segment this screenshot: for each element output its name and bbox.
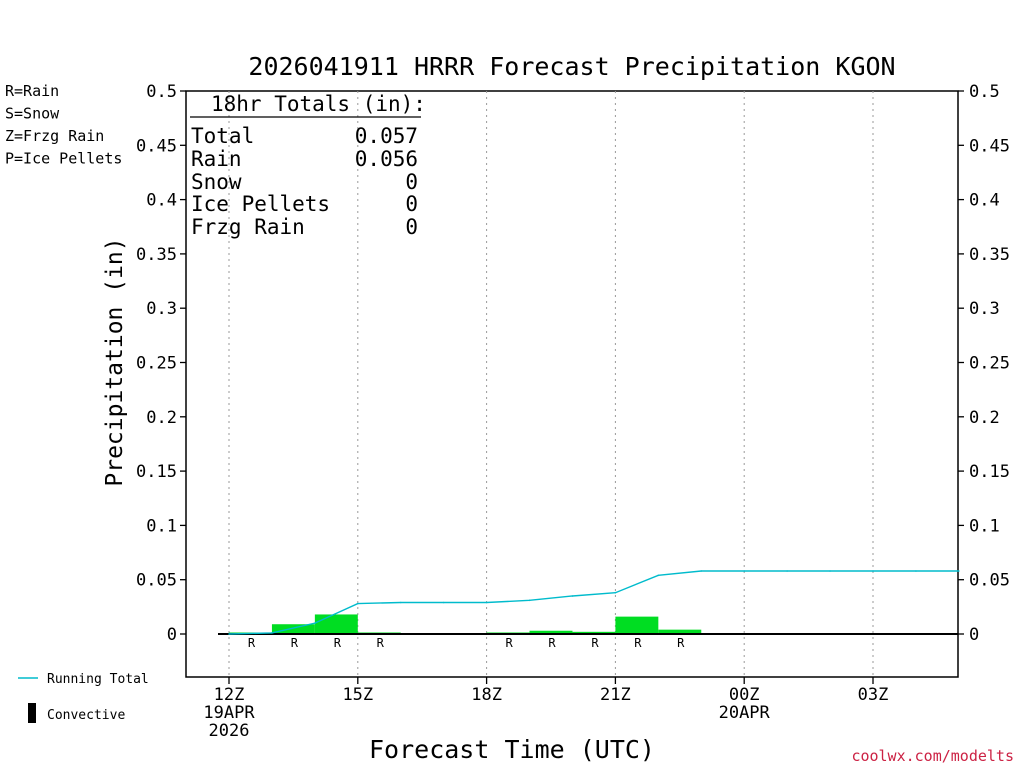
ptype-label: R <box>634 636 642 650</box>
running-total-point <box>357 602 359 605</box>
running-total-point <box>314 622 316 624</box>
totals-value-rain: 0.056 <box>355 147 418 171</box>
ptype-label: R <box>377 636 385 650</box>
chart-title: 2026041911 HRRR Forecast Precipitation K… <box>248 52 895 81</box>
totals-label-total: Total <box>191 124 254 148</box>
running-total-point <box>271 632 273 634</box>
totals-value-total: 0.057 <box>355 124 418 148</box>
y-tick-label-right: 0.35 <box>969 245 1010 265</box>
x-tick-label: 12Z <box>214 685 245 705</box>
y-tick-label-right: 0 <box>969 625 979 645</box>
y-tick-label-right: 0.25 <box>969 354 1010 374</box>
y-tick-label-right: 0.3 <box>969 299 1000 319</box>
y-tick-label-right: 0.2 <box>969 408 1000 428</box>
x-tick-label: 15Z <box>342 685 373 705</box>
precip-bar <box>572 631 616 634</box>
totals-header: 18hr Totals (in): <box>211 92 426 116</box>
x-gridlines <box>228 91 874 677</box>
y-tick-label-right: 0.05 <box>969 571 1010 591</box>
running-total-point <box>528 599 531 602</box>
x-tick-label: 03Z <box>858 685 889 705</box>
running-total-line <box>228 570 959 635</box>
y-tick-label-right: 0.4 <box>969 191 1000 211</box>
convective-legend-swatch <box>28 703 36 723</box>
y-tick-label-left: 0.05 <box>136 571 177 591</box>
ptype-label: R <box>548 636 556 650</box>
ptype-legend-item: R=Rain <box>5 82 59 100</box>
running-total-point <box>657 574 660 577</box>
totals-value-frzg-rain: 0 <box>405 215 418 239</box>
running-total-point <box>485 601 488 604</box>
running-total-point <box>786 570 788 572</box>
ptype-label: R <box>591 636 599 650</box>
hourly-precip-bars <box>229 614 702 634</box>
running-total-point <box>743 570 745 572</box>
y-tick-label-left: 0.15 <box>136 462 177 482</box>
running-total-point <box>571 595 574 597</box>
y-tick-label-left: 0.1 <box>146 516 177 536</box>
y-tick-label-left: 0.35 <box>136 245 177 265</box>
running-total-point <box>872 570 874 572</box>
running-total-point <box>915 570 917 572</box>
y-tick-label-right: 0.15 <box>969 462 1010 482</box>
y-tick-label-left: 0.45 <box>136 136 177 156</box>
totals-label-frzg-rain: Frzg Rain <box>191 215 305 239</box>
x-tick-label: 20APR <box>719 703 771 723</box>
y-tick-label-right: 0.45 <box>969 136 1010 156</box>
y-tick-label-right: 0.5 <box>969 82 1000 102</box>
running-total-point <box>829 570 831 572</box>
totals-label-ice-pellets: Ice Pellets <box>191 192 330 216</box>
ptype-label: R <box>505 636 513 650</box>
y-axis-title: Precipitation (in) <box>102 237 128 486</box>
totals-box: 18hr Totals (in): Total 0.057 Rain 0.056… <box>190 92 426 239</box>
plot-frame <box>185 90 959 678</box>
precip-bar <box>314 614 358 634</box>
running-total-point <box>399 601 402 604</box>
running-total-point <box>442 601 445 604</box>
convective-legend-label: Convective <box>47 708 125 723</box>
ptype-label: R <box>334 636 342 650</box>
precip-bar <box>658 629 702 634</box>
x-tick-label: 00Z <box>729 685 760 705</box>
site-credit: coolwx.com/modelts <box>851 747 1014 765</box>
running-total-point <box>614 591 617 594</box>
y-tick-label-right: 0.1 <box>969 516 1000 536</box>
running-total-series <box>228 570 960 635</box>
ptype-legend-item: S=Snow <box>5 105 60 123</box>
precip-bar <box>615 616 659 634</box>
running-total-point <box>958 570 960 572</box>
ptype-legend: R=Rain S=Snow Z=Frzg Rain P=Ice Pellets <box>5 82 122 168</box>
running-total-point <box>228 633 230 635</box>
y-tick-label-left: 0 <box>167 625 177 645</box>
y-tick-label-left: 0.5 <box>146 82 177 102</box>
ptype-legend-item: Z=Frzg Rain <box>5 127 104 145</box>
precip-bar <box>271 624 315 634</box>
y-tick-label-left: 0.4 <box>146 191 177 211</box>
x-tick-label: 19APR <box>203 703 255 723</box>
x-axis-title: Forecast Time (UTC) <box>369 735 655 764</box>
totals-value-snow: 0 <box>405 170 418 194</box>
ptype-label: R <box>248 636 256 650</box>
ptype-label: R <box>291 636 299 650</box>
ptype-label: R <box>677 636 685 650</box>
running-total-point <box>700 570 703 572</box>
y-tick-label-left: 0.25 <box>136 354 177 374</box>
running-total-legend-label: Running Total <box>47 672 149 687</box>
y-axis-left: 0 0.05 0.1 0.15 0.2 0.25 0.3 0.35 0.4 0.45 0.5 <box>136 82 186 645</box>
x-tick-label: 2026 <box>209 721 250 741</box>
y-tick-label-left: 0.3 <box>146 299 177 319</box>
totals-label-snow: Snow <box>191 170 242 194</box>
precip-bar <box>529 630 573 634</box>
totals-label-rain: Rain <box>191 147 242 171</box>
x-tick-label: 18Z <box>471 685 502 705</box>
y-tick-label-left: 0.2 <box>146 408 177 428</box>
series-legend: Running Total Convective <box>18 672 149 723</box>
x-tick-label: 21Z <box>600 685 631 705</box>
ptype-legend-item: P=Ice Pellets <box>5 150 122 168</box>
y-axis-right: 0 0.05 0.1 0.15 0.2 0.25 0.3 0.35 0.4 0.45 0.5 <box>958 82 1010 645</box>
totals-value-ice-pellets: 0 <box>405 192 418 216</box>
